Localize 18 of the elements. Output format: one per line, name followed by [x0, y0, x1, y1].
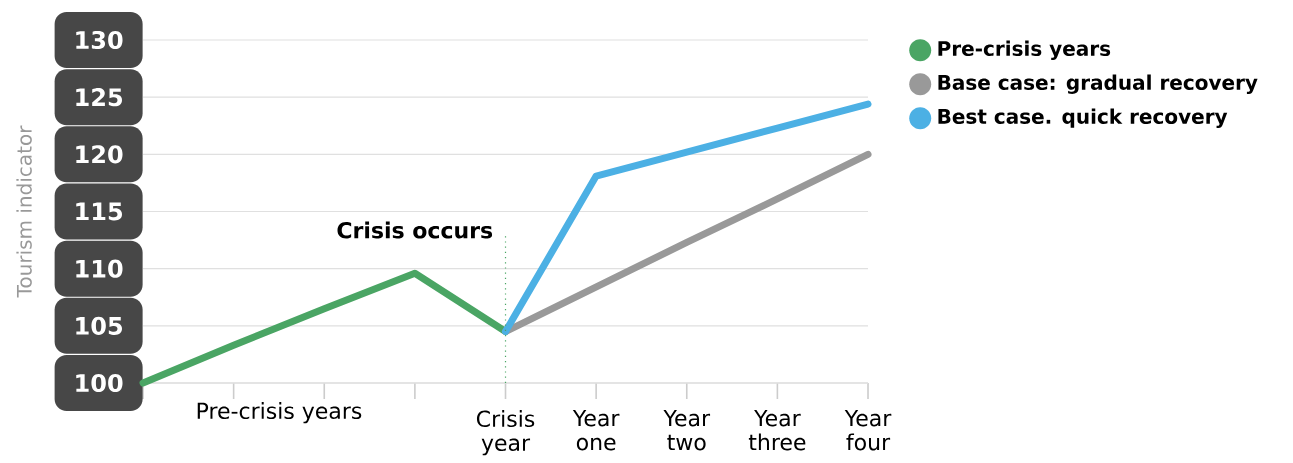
y-tick-label: 115 — [76, 202, 122, 221]
x-tick-label: Year two — [663, 410, 711, 451]
y-tick-label: 120 — [76, 145, 123, 164]
text: Pre-crisis years — [197, 402, 362, 424]
y-tick-label: 130 — [76, 30, 123, 50]
y-tick-label: 105 — [76, 316, 122, 335]
x-tick-label: Year one — [572, 410, 620, 451]
y-tick-label: 110 — [76, 259, 123, 278]
legend-label: Best case. quick recovery — [938, 108, 1228, 128]
legend-label: Base case: gradual recovery — [938, 74, 1258, 95]
x-tick-label: Year four — [844, 410, 892, 451]
legend-label: Pre-crisis years — [938, 40, 1111, 61]
y-tick-label: 100 — [76, 373, 123, 393]
x-tick-label: Year three — [748, 410, 806, 451]
y-axis-title: Tourism indicator — [16, 125, 32, 298]
y-tick-label: 125 — [76, 88, 122, 107]
ref-line-label: Crisis occurs — [337, 221, 493, 239]
x-tick-label: Crisis year — [476, 410, 535, 456]
